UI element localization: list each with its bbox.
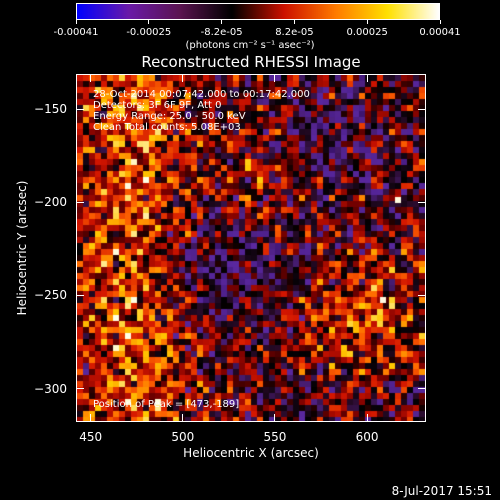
colorbar-tick	[293, 20, 295, 24]
footer-date: 8-Jul-2017 15:51	[391, 484, 492, 498]
x-axis-tick-top	[366, 74, 368, 82]
info-peak-position: Position of Peak = [473,-189]	[93, 399, 240, 410]
colorbar-units-label: (photons cm⁻² s⁻¹ asec⁻²)	[185, 40, 315, 51]
y-axis-tick	[76, 388, 84, 389]
heatmap-image	[77, 75, 425, 421]
x-axis-tick	[182, 414, 184, 422]
colorbar-tick	[75, 20, 77, 24]
y-axis-tick	[76, 108, 84, 110]
colorbar	[76, 3, 440, 20]
x-axis-tick-top	[274, 74, 276, 82]
colorbar-tick-label: 0.00025	[346, 27, 388, 38]
plot-title: Reconstructed RHESSI Image	[141, 53, 361, 71]
y-tick-label: −200	[34, 195, 67, 210]
colorbar-tick-label: -0.00041	[53, 27, 99, 38]
y-axis-tick	[76, 201, 84, 203]
x-tick-label: 600	[355, 430, 379, 444]
x-tick-label: 550	[263, 430, 287, 444]
x-tick-label: 450	[79, 430, 103, 444]
x-axis-tick	[90, 414, 92, 422]
y-axis-tick-right	[418, 108, 426, 110]
x-axis-tick-top	[90, 74, 92, 82]
x-axis-tick-top	[182, 74, 184, 82]
colorbar-tick-label: -8.2e-05	[200, 27, 243, 38]
plot-area: 28-Oct-2014 00:07:42.000 to 00:17:42.000…	[76, 74, 426, 422]
colorbar-tick	[366, 20, 368, 24]
info-energy-range: Energy Range: 25.0 - 50.0 keV	[93, 111, 246, 122]
info-clean-counts: Clean Total counts: 5.08E+03	[93, 122, 241, 133]
x-axis-tick	[274, 414, 276, 422]
y-axis-tick-right	[418, 294, 426, 296]
x-axis-label: Heliocentric X (arcsec)	[183, 446, 319, 460]
y-tick-label: −250	[34, 288, 67, 303]
y-tick-label: −150	[34, 102, 67, 117]
info-time-range: 28-Oct-2014 00:07:42.000 to 00:17:42.000	[93, 89, 310, 100]
colorbar-tick	[221, 20, 223, 24]
colorbar-tick	[439, 20, 441, 24]
colorbar-tick-label: -0.00025	[126, 27, 172, 38]
y-axis-label: Heliocentric Y (arcsec)	[15, 180, 29, 316]
y-axis-tick	[76, 294, 84, 296]
colorbar-tick-label: 0.00041	[419, 27, 461, 38]
y-axis-tick-right	[418, 201, 426, 203]
colorbar-tick-label: 8.2e-05	[275, 27, 314, 38]
colorbar-tick	[148, 20, 150, 24]
info-detectors: Detectors: 3F 6F 9F, Att 0	[93, 100, 222, 111]
y-axis-tick-right	[418, 388, 426, 389]
y-tick-label: −300	[34, 381, 67, 396]
x-tick-label: 500	[171, 430, 195, 444]
x-axis-tick	[366, 414, 368, 422]
